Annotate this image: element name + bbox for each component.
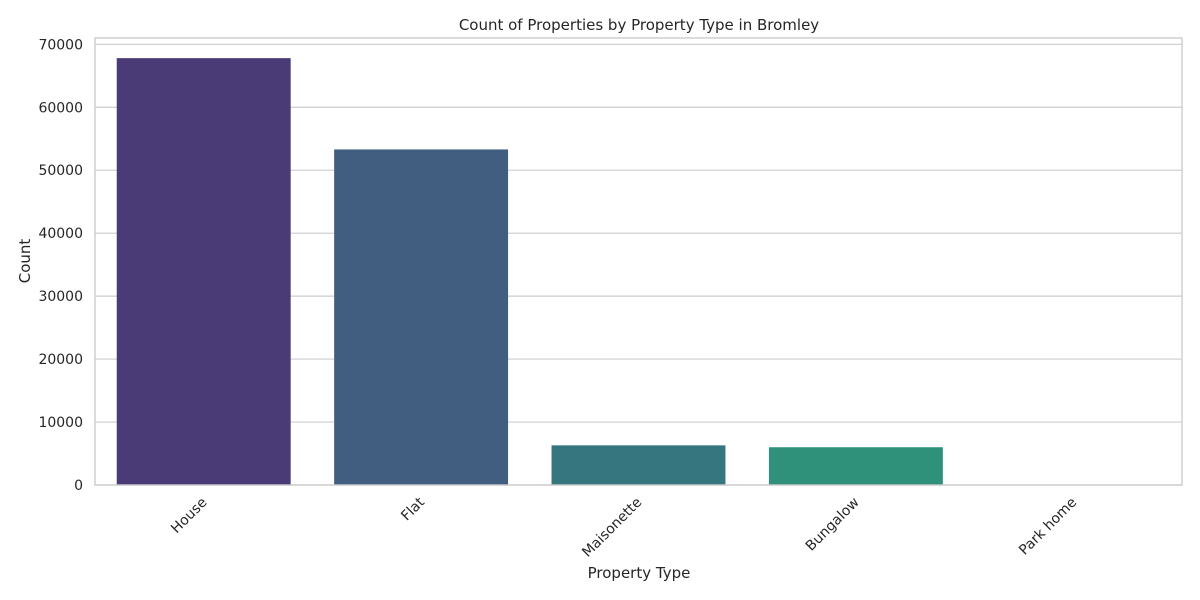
bars [116,58,1161,485]
y-tick-label: 60000 [38,100,83,116]
y-tick-label: 70000 [38,37,83,53]
bar-house [116,58,291,485]
x-tick-labels: House Flat Maisonette Bungalow Park home [168,494,1080,560]
bar-flat [334,149,509,485]
y-tick-label: 0 [74,478,83,494]
bar-bungalow [768,447,943,485]
x-axis-label: Property Type [588,564,691,582]
x-tick-label: Park home [1016,495,1080,559]
bar-maisonette [551,445,726,485]
y-tick-label: 30000 [38,289,83,305]
y-tick-label: 50000 [38,163,83,179]
plot-frame [94,37,1183,486]
y-tick-label: 40000 [38,226,83,242]
x-tick-label: Maisonette [579,495,645,561]
x-tick-label: Bungalow [803,495,863,555]
x-tick-label: Flat [398,494,428,524]
y-axis-label: Count [16,239,34,284]
y-tick-label: 10000 [38,415,83,431]
y-tick-label: 20000 [38,352,83,368]
chart-title: Count of Properties by Property Type in … [459,16,819,34]
x-tick-label: House [168,495,210,537]
y-tick-labels: 0 10000 20000 30000 40000 50000 60000 70000 [38,37,83,494]
